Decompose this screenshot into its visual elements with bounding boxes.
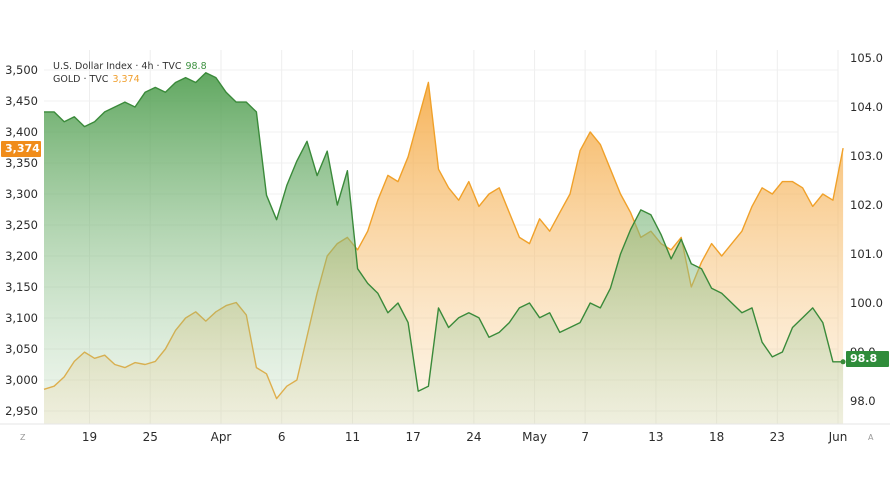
gold-last-price-badge: 3,374 bbox=[1, 141, 41, 157]
left-tick-label: 3,100 bbox=[5, 311, 38, 325]
x-tick-label: May bbox=[522, 430, 547, 444]
legend-gold-label: GOLD · TVC bbox=[53, 74, 109, 85]
x-tick-label: 7 bbox=[581, 430, 589, 444]
x-tick-label: 17 bbox=[406, 430, 421, 444]
right-tick-label: 105.0 bbox=[850, 51, 883, 65]
left-tick-label: 3,450 bbox=[5, 94, 38, 108]
legend-gold: GOLD · TVC 3,374 bbox=[53, 73, 207, 86]
left-tick-label: 3,200 bbox=[5, 249, 38, 263]
legend-usd-label: U.S. Dollar Index · 4h · TVC bbox=[53, 61, 182, 72]
left-axis: 2,950 3,000 3,050 3,100 3,150 3,200 3,250 3,300… bbox=[5, 63, 38, 418]
right-tick-label: 98.0 bbox=[850, 394, 876, 408]
right-tick-label: 104.0 bbox=[850, 100, 883, 114]
right-tick-label: 103.0 bbox=[850, 149, 883, 163]
x-axis: 19 25 Apr 6 11 17 24 May 7 13 18 23 Jun bbox=[82, 430, 847, 444]
usd-series-line bbox=[44, 72, 844, 392]
auto-scale-toggle[interactable]: A bbox=[868, 433, 874, 442]
x-tick-label: 13 bbox=[648, 430, 663, 444]
x-tick-label: Apr bbox=[211, 430, 232, 444]
chart-frame: 2,950 3,000 3,050 3,100 3,150 3,200 3,250 3,300… bbox=[0, 50, 890, 452]
chart-legend: U.S. Dollar Index · 4h · TVC 98.8 GOLD · … bbox=[53, 60, 207, 86]
left-tick-label: 3,300 bbox=[5, 187, 38, 201]
left-tick-label: 3,000 bbox=[5, 373, 38, 387]
x-tick-label: 24 bbox=[466, 430, 481, 444]
x-tick-label: 18 bbox=[709, 430, 724, 444]
x-tick-label: 25 bbox=[143, 430, 158, 444]
left-tick-label: 2,950 bbox=[5, 404, 38, 418]
x-tick-label: 19 bbox=[82, 430, 97, 444]
left-tick-label: 3,500 bbox=[5, 63, 38, 77]
usd-series bbox=[44, 72, 846, 424]
left-tick-label: 3,050 bbox=[5, 342, 38, 356]
usd-last-point bbox=[840, 359, 846, 365]
left-tick-label: 3,350 bbox=[5, 156, 38, 170]
chart-canvas: 2,950 3,000 3,050 3,100 3,150 3,200 3,250 3,300… bbox=[0, 50, 890, 444]
legend-usd-value: 98.8 bbox=[185, 61, 207, 72]
right-tick-label: 101.0 bbox=[850, 247, 883, 261]
left-tick-label: 3,250 bbox=[5, 218, 38, 232]
usd-series-area bbox=[44, 72, 844, 424]
x-tick-label: Jun bbox=[828, 430, 848, 444]
legend-usd: U.S. Dollar Index · 4h · TVC 98.8 bbox=[53, 60, 207, 73]
x-tick-label: 23 bbox=[770, 430, 785, 444]
x-tick-label: 6 bbox=[278, 430, 286, 444]
timezone-toggle[interactable]: Z bbox=[20, 433, 26, 442]
left-tick-label: 3,150 bbox=[5, 280, 38, 294]
left-tick-label: 3,400 bbox=[5, 125, 38, 139]
right-tick-label: 100.0 bbox=[850, 296, 883, 310]
x-tick-label: 11 bbox=[345, 430, 360, 444]
right-tick-label: 102.0 bbox=[850, 198, 883, 212]
usd-last-price-badge: 98.8 bbox=[846, 351, 889, 367]
legend-gold-value: 3,374 bbox=[112, 74, 140, 85]
